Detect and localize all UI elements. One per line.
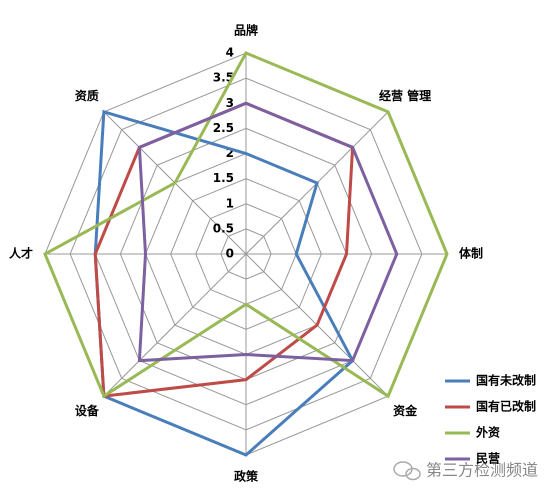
series-line [43,51,449,399]
category-label: 设备 [75,403,100,418]
legend-label: 国有未改制 [476,373,536,388]
category-label: 资质 [75,88,99,103]
legend-label: 外资 [476,425,500,440]
r-tick-label: 4 [226,46,234,60]
category-label: 经营 管理 [379,88,431,103]
series-line [93,101,355,398]
r-tick-label: 2 [226,146,234,160]
category-label: 品牌 [234,23,258,38]
category-label: 政策 [234,469,259,484]
category-label: 人才 [9,246,33,261]
category-label: 资金 [393,403,418,418]
spoke [103,253,247,397]
watermark-icon [393,461,421,481]
r-tick-label: 1 [226,196,234,210]
r-tick-label: 3.5 [213,71,234,85]
series-line [137,101,399,363]
legend-label: 民营 [476,451,500,466]
watermark: 第三方检测频道 [426,461,538,480]
r-tick-label: 1.5 [213,171,234,185]
r-tick-label: 0 [226,247,234,261]
category-label: 体制 [459,246,483,261]
r-tick-label: 2.5 [213,121,234,135]
r-tick-label: 0.5 [213,221,234,235]
r-tick-label: 3 [226,96,234,110]
series-line [93,109,355,457]
legend-label: 国有已改制 [476,399,536,414]
